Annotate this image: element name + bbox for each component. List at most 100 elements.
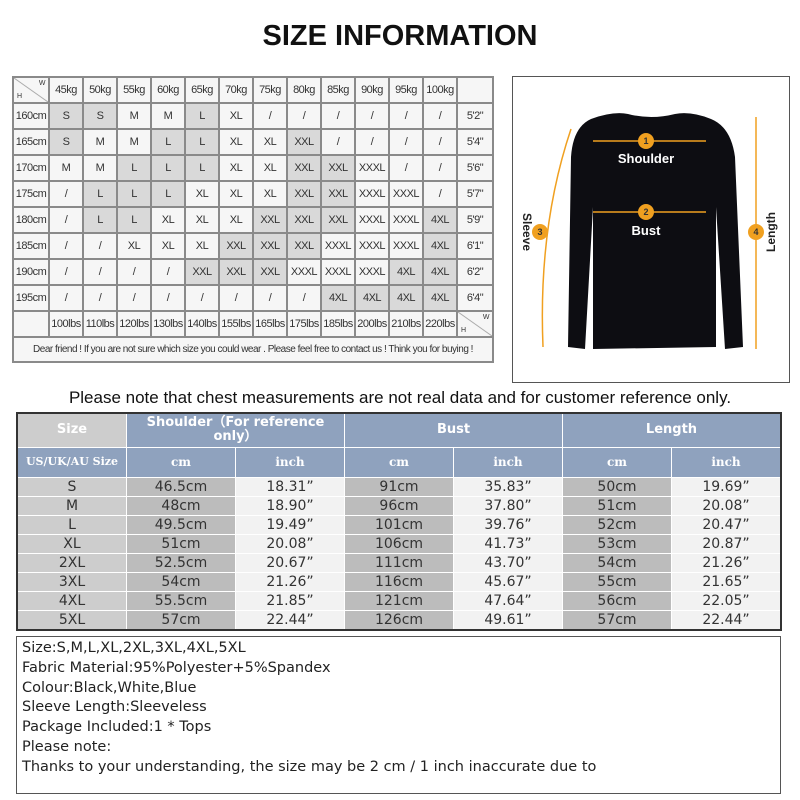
height-ft: 6'1" (456, 232, 494, 260)
height-cm: 190cm (12, 258, 50, 286)
header-shoulder: Shoulder（For reference only） (126, 412, 345, 448)
badge-1-num: 1 (643, 136, 648, 146)
empty-cell (12, 310, 50, 338)
length-in-cell: 19.69” (671, 476, 782, 497)
info-line: Colour:Black,White,Blue (22, 679, 197, 696)
bust-in-cell: 47.64” (453, 590, 563, 611)
grid-row: 190cm / / / / XXL XXL XXL XXXL XXXL XXXL 4XL 4XL 6'2" (12, 258, 494, 286)
badge-2-num: 2 (643, 207, 648, 217)
size-cell: XXXL (354, 154, 390, 182)
size-cell: XXL (184, 258, 220, 286)
weight-lbs-header: 200lbs (354, 310, 390, 338)
shoulder-in-cell: 18.90” (235, 495, 345, 516)
size-cell: / (82, 284, 118, 312)
weight-lbs-header: 110lbs (82, 310, 118, 338)
height-cm: 185cm (12, 232, 50, 260)
size-cell: 4XL (320, 284, 356, 312)
corner-h: H (461, 327, 466, 334)
bust-cm-cell: 106cm (344, 533, 454, 554)
measurement-row: 4XL 55.5cm 21.85” 121cm 47.64” 56cm 22.05” (16, 590, 782, 611)
size-cell: S (48, 128, 84, 156)
weight-lbs-header: 100lbs (48, 310, 84, 338)
size-cell: S (16, 476, 127, 497)
measurement-diagram: 1 2 3 4 Shoulder Bust Sleeve Length (512, 76, 790, 383)
size-cell: 4XL (422, 284, 458, 312)
size-cell: / (116, 258, 152, 286)
weight-lbs-header: 220lbs (422, 310, 458, 338)
size-cell: XL (184, 232, 220, 260)
info-line: Package Included:1 * Tops (22, 719, 212, 736)
bust-in-cell: 49.61” (453, 609, 563, 630)
subheader-cm: cm (562, 446, 672, 478)
measurement-row: 5XL 57cm 22.44” 126cm 49.61” 57cm 22.44” (16, 609, 782, 630)
weight-kg-header: 60kg (150, 76, 186, 104)
size-cell: 4XL (16, 590, 127, 611)
bust-cm-cell: 91cm (344, 476, 454, 497)
size-cell: XL (218, 180, 254, 208)
size-cell: 4XL (388, 258, 424, 286)
size-cell: XXXL (354, 258, 390, 286)
badge-1 (638, 133, 654, 149)
size-cell: L (184, 102, 220, 130)
size-cell: XXXL (388, 180, 424, 208)
size-cell: XL (150, 206, 186, 234)
subheader-inch: inch (235, 446, 345, 478)
measurement-row: 3XL 54cm 21.26” 116cm 45.67” 55cm 21.65” (16, 571, 782, 592)
size-cell: XXL (286, 232, 322, 260)
grid-row: 170cm M M L L L XL XL XXL XXL XXXL //5'6" (12, 154, 494, 182)
size-cell: / (388, 128, 424, 156)
height-ft: 5'9" (456, 206, 494, 234)
info-line: Sleeve Length:Sleeveless (22, 699, 207, 716)
size-cell: / (218, 284, 254, 312)
size-cell: / (252, 102, 288, 130)
size-cell: / (48, 180, 84, 208)
size-cell: L (150, 154, 186, 182)
badge-2 (638, 204, 654, 220)
size-cell: M (116, 128, 152, 156)
info-line: Fabric Material:95%Polyester+5%Spandex (22, 659, 331, 676)
size-cell: M (48, 154, 84, 182)
height-ft: 5'2" (456, 102, 494, 130)
size-cell: XL (16, 533, 127, 554)
size-cell: XXL (218, 232, 254, 260)
size-cell: 3XL (16, 571, 127, 592)
size-cell: XXL (286, 180, 322, 208)
length-in-cell: 22.44” (671, 609, 782, 630)
measurement-row: S 46.5cm 18.31” 91cm 35.83” 50cm 19.69” (16, 476, 782, 497)
subheader-cm: cm (344, 446, 454, 478)
size-cell: / (48, 206, 84, 234)
length-cm-cell: 50cm (562, 476, 672, 497)
size-cell: L (116, 154, 152, 182)
size-cell: XL (218, 206, 254, 234)
shoulder-in-cell: 21.26” (235, 571, 345, 592)
size-cell: / (286, 102, 322, 130)
measurement-row: M 48cm 18.90” 96cm 37.80” 51cm 20.08” (16, 495, 782, 516)
shoulder-in-cell: 20.08” (235, 533, 345, 554)
shoulder-cm-cell: 48cm (126, 495, 236, 516)
size-cell: / (286, 284, 322, 312)
weight-kg-header: 100kg (422, 76, 458, 104)
weight-kg-header: 90kg (354, 76, 390, 104)
size-cell: XL (116, 232, 152, 260)
size-cell: XXXL (388, 232, 424, 260)
size-cell: / (252, 284, 288, 312)
size-cell: XXXL (286, 258, 322, 286)
length-label: Length (764, 212, 778, 252)
shoulder-in-cell: 22.44” (235, 609, 345, 630)
size-cell: XXL (286, 128, 322, 156)
length-in-cell: 20.47” (671, 514, 782, 535)
size-cell: XL (184, 180, 220, 208)
size-cell: S (82, 102, 118, 130)
length-cm-cell: 57cm (562, 609, 672, 630)
shoulder-cm-cell: 46.5cm (126, 476, 236, 497)
size-cell: M (82, 128, 118, 156)
measurement-table: Size Shoulder（For reference only） Bust L… (16, 412, 782, 631)
weight-lbs-header: 140lbs (184, 310, 220, 338)
size-cell: / (354, 128, 390, 156)
shoulder-cm-cell: 49.5cm (126, 514, 236, 535)
height-ft: 5'7" (456, 180, 494, 208)
